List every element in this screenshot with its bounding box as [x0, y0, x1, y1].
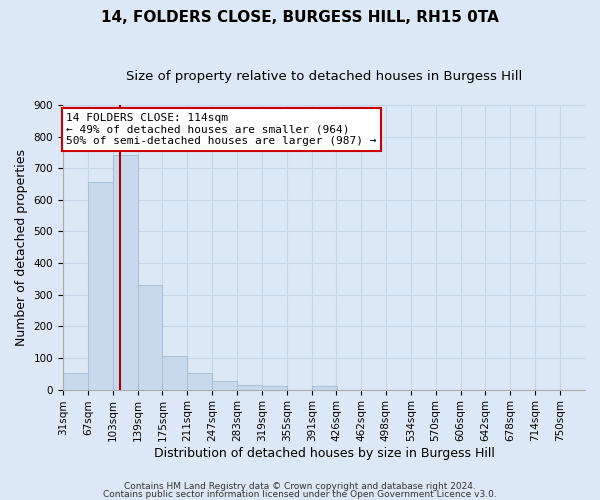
Bar — [187, 373, 212, 390]
Title: Size of property relative to detached houses in Burgess Hill: Size of property relative to detached ho… — [126, 70, 522, 83]
Bar — [88, 182, 113, 390]
Bar — [262, 386, 287, 390]
Bar — [63, 373, 88, 390]
Bar — [113, 154, 137, 390]
Y-axis label: Number of detached properties: Number of detached properties — [15, 149, 28, 346]
Bar — [312, 386, 337, 390]
Bar — [137, 285, 163, 390]
Text: Contains public sector information licensed under the Open Government Licence v3: Contains public sector information licen… — [103, 490, 497, 499]
Bar — [212, 381, 237, 390]
Text: Contains HM Land Registry data © Crown copyright and database right 2024.: Contains HM Land Registry data © Crown c… — [124, 482, 476, 491]
Text: 14, FOLDERS CLOSE, BURGESS HILL, RH15 0TA: 14, FOLDERS CLOSE, BURGESS HILL, RH15 0T… — [101, 10, 499, 25]
Bar — [237, 385, 262, 390]
Text: 14 FOLDERS CLOSE: 114sqm
← 49% of detached houses are smaller (964)
50% of semi-: 14 FOLDERS CLOSE: 114sqm ← 49% of detach… — [67, 113, 377, 146]
Bar — [163, 356, 187, 390]
X-axis label: Distribution of detached houses by size in Burgess Hill: Distribution of detached houses by size … — [154, 447, 494, 460]
